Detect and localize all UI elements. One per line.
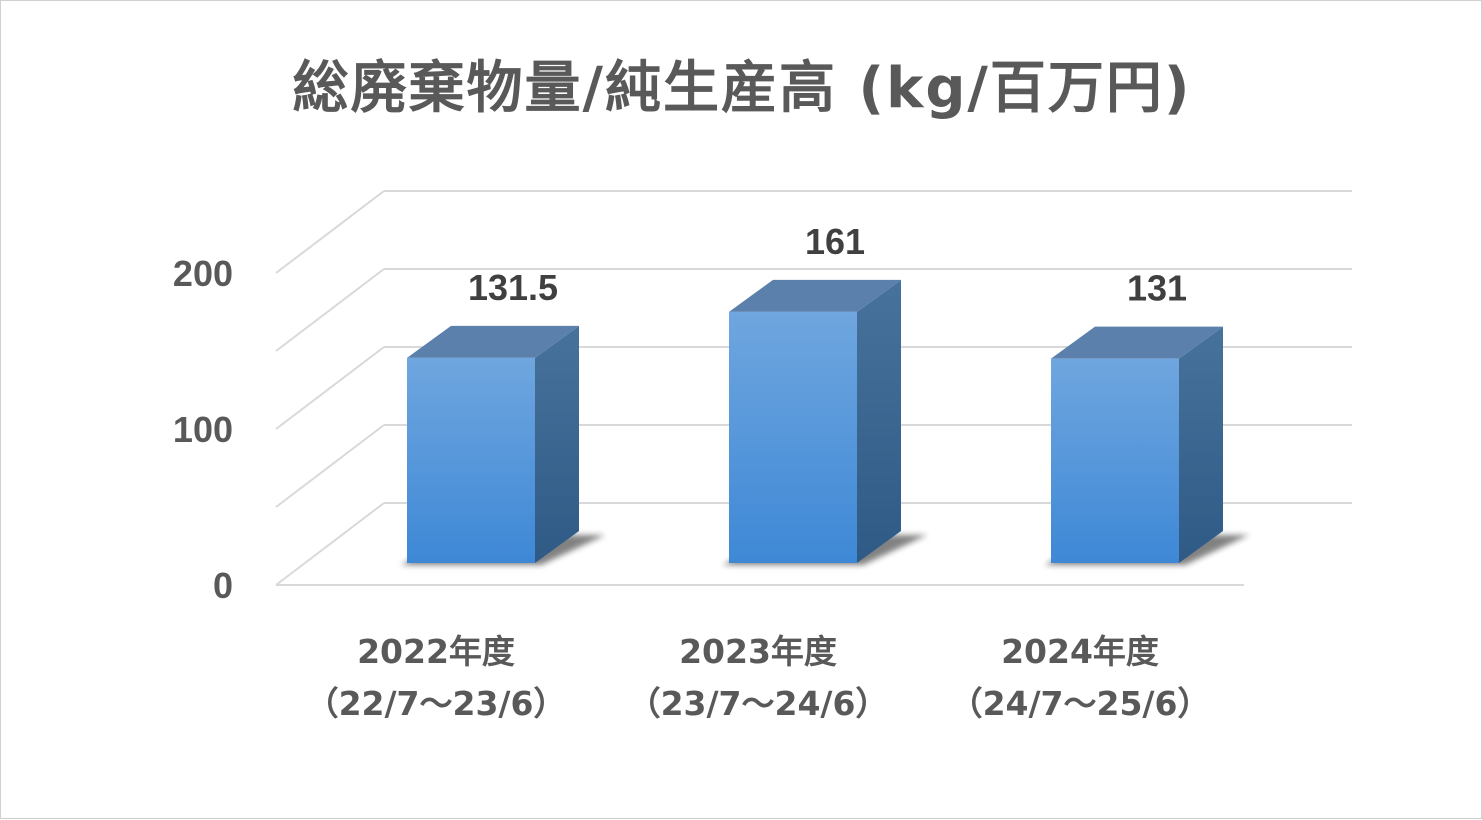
data-label: 161 xyxy=(805,221,865,262)
gridline-diagonal xyxy=(275,502,385,586)
y-tick-label: 200 xyxy=(173,253,233,294)
gridline-diagonal xyxy=(275,268,385,352)
x-tick-label: （23/7～24/6） xyxy=(628,684,889,723)
gridline-diagonal xyxy=(275,346,385,430)
gridline-diagonal xyxy=(275,424,385,508)
data-label: 131 xyxy=(1127,268,1187,309)
bar-side xyxy=(1179,326,1223,563)
bar-top xyxy=(729,279,901,312)
bar-top xyxy=(407,325,579,358)
x-tick-label: （24/7～25/6） xyxy=(950,684,1211,723)
bar-side xyxy=(535,325,579,563)
bar-series xyxy=(401,279,1249,565)
bar xyxy=(407,357,535,563)
x-tick-label: （22/7～23/6） xyxy=(306,684,567,723)
bar xyxy=(1051,358,1179,563)
x-axis: 2022年度 （22/7～23/6） 2023年度 （23/7～24/6） 2024年度… xyxy=(306,632,1211,723)
x-tick-label: 2023年度 xyxy=(679,632,837,671)
y-tick-label: 0 xyxy=(213,565,233,606)
data-labels: 131.5 161 131 xyxy=(468,221,1187,309)
gridline-diagonal xyxy=(275,190,385,274)
y-tick-label: 100 xyxy=(173,409,233,450)
x-tick-label: 2022年度 xyxy=(357,632,515,671)
y-axis: 0 100 200 xyxy=(173,253,233,606)
bar-top xyxy=(1051,326,1223,359)
data-label: 131.5 xyxy=(468,267,558,308)
bar-side xyxy=(857,279,901,563)
bar xyxy=(729,311,857,563)
chart-title: 総廃棄物量/純生産高 (kg/百万円) xyxy=(292,56,1192,121)
x-tick-label: 2024年度 xyxy=(1001,632,1159,671)
